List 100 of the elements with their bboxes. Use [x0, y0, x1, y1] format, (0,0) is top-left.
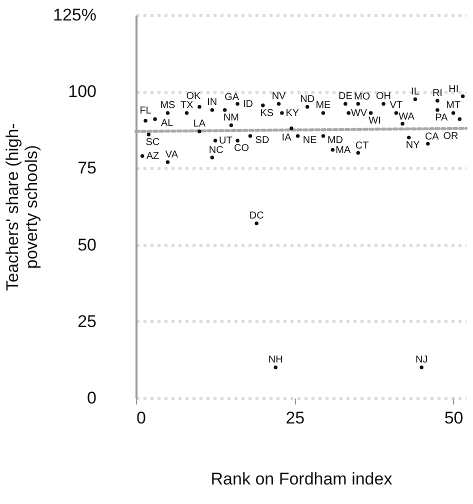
point [236, 102, 240, 106]
data-label: VT [390, 100, 403, 112]
point [166, 160, 170, 164]
point [236, 138, 240, 142]
point [213, 138, 218, 142]
point [400, 122, 404, 126]
data-label: CA [424, 131, 440, 142]
point [321, 111, 326, 115]
data-label: OH [376, 90, 391, 102]
data-label: WI [368, 115, 381, 126]
data-label: IA [282, 132, 292, 144]
data-label: LA [193, 118, 206, 130]
point [274, 365, 278, 370]
data-label: IN [207, 96, 218, 108]
point [394, 111, 398, 115]
data-label: DE [338, 90, 353, 102]
data-label: GA [224, 92, 240, 104]
y-tick-label: 25 [78, 312, 96, 331]
data-label: WA [398, 111, 415, 122]
y-axis-title: Teachers' share (high-poverty schools) [3, 123, 42, 291]
point [198, 105, 202, 109]
point [460, 94, 465, 98]
point [330, 148, 335, 152]
data-label: MO [354, 91, 370, 102]
point [166, 111, 170, 115]
data-label: MA [336, 144, 351, 156]
point [210, 156, 214, 160]
data-label: NM [223, 112, 239, 124]
x-axis-title: Rank on Fordham index [210, 470, 393, 488]
point [276, 102, 281, 106]
y-tick-label: 75 [78, 158, 96, 178]
point [321, 134, 326, 138]
data-label: KY [286, 108, 300, 120]
data-label: NH [268, 354, 283, 366]
data-label: WV [350, 108, 368, 120]
point [144, 118, 148, 123]
point [368, 111, 373, 115]
x-tick-label: 50 [444, 408, 464, 428]
point [184, 111, 189, 115]
data-label: MS [160, 100, 176, 112]
point [344, 102, 348, 106]
data-label: FL [140, 106, 152, 117]
data-label: NC [208, 145, 224, 156]
data-label: NY [406, 140, 420, 151]
point [346, 111, 350, 115]
point [290, 126, 294, 130]
point [458, 117, 462, 122]
data-label: HI [448, 84, 459, 96]
data-label: IL [411, 86, 420, 98]
data-label: ND [300, 94, 315, 105]
data-label: PA [435, 112, 448, 124]
point [356, 151, 360, 155]
data-label: NE [302, 134, 318, 146]
point [229, 123, 234, 128]
data-label: ID [242, 98, 253, 110]
y-tick-label: 0 [87, 388, 96, 408]
data-label: ME [316, 100, 332, 112]
point [254, 221, 258, 226]
y-tick-label: 100 [68, 82, 96, 102]
data-label: CO [234, 143, 250, 154]
point [305, 105, 310, 109]
point [222, 108, 227, 112]
data-label: VA [165, 150, 178, 161]
data-label: MT [446, 100, 461, 112]
point [261, 104, 265, 108]
y-tick-label: 125% [53, 6, 96, 24]
data-label: NV [272, 90, 286, 102]
point [436, 108, 440, 112]
point [436, 98, 440, 103]
data-label: AZ [146, 150, 160, 162]
data-label: NJ [415, 354, 428, 366]
data-label: CT [355, 140, 369, 152]
data-label: SC [146, 136, 160, 148]
data-label: SD [255, 134, 270, 146]
point [296, 134, 300, 138]
data-label: OK [186, 90, 202, 102]
x-tick-label: 25 [286, 408, 305, 428]
point [248, 134, 252, 138]
point [146, 132, 151, 136]
data-label: TX [180, 100, 194, 112]
data-label: AL [160, 118, 174, 130]
point [382, 102, 386, 106]
point [407, 136, 411, 140]
data-label: MD [327, 134, 344, 146]
data-label: DC [249, 210, 264, 222]
point [140, 154, 144, 158]
point [153, 117, 157, 122]
data-label: RI [432, 88, 442, 99]
x-tick-label: 0 [136, 408, 146, 428]
y-tick-label: 50 [78, 235, 96, 254]
point [451, 111, 456, 115]
point [210, 108, 214, 112]
point [280, 111, 284, 115]
data-label: KS [260, 108, 274, 119]
data-label: UT [219, 136, 232, 147]
point [198, 130, 202, 134]
point [413, 97, 418, 102]
point [426, 142, 430, 146]
point [420, 365, 424, 370]
data-label: OR [443, 130, 458, 142]
